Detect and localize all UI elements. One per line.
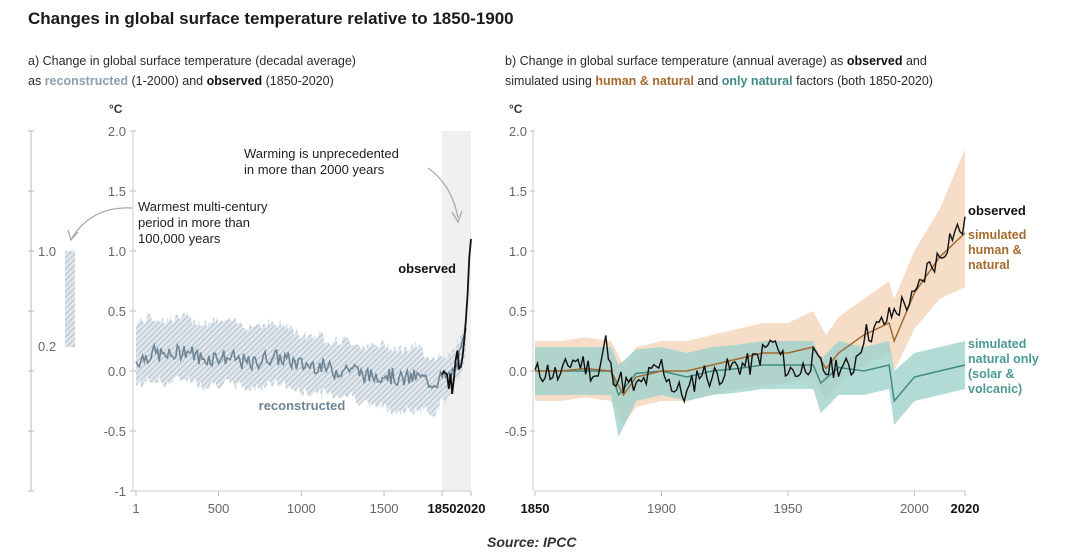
- natural-only-label-2: natural only: [968, 352, 1039, 366]
- annotation-unprecedented-2: in more than 2000 years: [244, 162, 385, 177]
- source-label: Source: IPCC: [487, 534, 577, 550]
- x-tick-label: 2020: [457, 501, 486, 516]
- annotation-arrow-unprecedented: [427, 167, 459, 219]
- x-tick-label: 1850: [521, 501, 550, 516]
- annotation-arrowhead-unprecedented: [451, 210, 463, 224]
- panel-b-sub2-mid: and: [694, 74, 722, 88]
- x-tick-label: 1850: [428, 501, 457, 516]
- observed-line: [534, 216, 966, 404]
- panel-b-sub-human: human & natural: [595, 74, 694, 88]
- panel-b-sub-pre: b) Change in global surface temperature …: [505, 54, 847, 68]
- y-tick-label: 2.0: [509, 124, 527, 139]
- reconstructed-label: reconstructed: [259, 398, 346, 413]
- annotation-warmest-1: Warmest multi-century: [138, 199, 268, 214]
- observed-label: observed: [968, 203, 1026, 218]
- observed-line: [441, 238, 472, 395]
- panel-a-sub-post: (1850-2020): [262, 74, 334, 88]
- annotation-unprecedented-1: Warming is unprecedented: [244, 146, 399, 161]
- panel-a-chart: 2.01.51.00.50.0-0.5-11 500 1000 1500 1850 202…: [67, 124, 486, 516]
- panel-b-sub2-pre: simulated using: [505, 74, 595, 88]
- x-tick-label: 1500: [370, 501, 399, 516]
- y-tick-label: 1.0: [108, 244, 126, 259]
- y-tick-label: 1.5: [509, 184, 527, 199]
- panel-b-sub-natural: only natural: [722, 74, 793, 88]
- side-bar-bottom-label: 0.2: [38, 339, 56, 354]
- natural-only-label-1: simulated: [968, 337, 1026, 351]
- warmest-period-bar: [65, 251, 75, 347]
- reconstructed-line: [135, 328, 467, 390]
- panel-a-sub-observed: observed: [207, 74, 263, 88]
- human-natural-label-3: natural: [968, 258, 1010, 272]
- side-bar-top-label: 1.0: [38, 244, 56, 259]
- panel-a-sub-mid: (1-2000) and: [128, 74, 207, 88]
- annotation-warmest-3: 100,000 years: [138, 231, 221, 246]
- human-natural-label-2: human &: [968, 243, 1021, 257]
- panel-a-subtitle-line2: as reconstructed (1-2000) and observed (…: [28, 74, 334, 88]
- panel-a-unit: °C: [109, 102, 123, 116]
- annotation-warmest-2: period in more than: [138, 215, 250, 230]
- annotation-arrow-warmest: [71, 207, 133, 239]
- panel-b-chart: 2.0 1.5 1.0 0.5 0.0 -0.5 1850 1900 1950 2000 2020 o…: [505, 124, 1039, 516]
- panel-a-sub-reconstructed: reconstructed: [45, 74, 128, 88]
- panel-b-sub-post: and: [902, 54, 926, 68]
- panel-b-sub-observed: observed: [847, 54, 903, 68]
- panel-b-subtitle-line1: b) Change in global surface temperature …: [505, 54, 927, 68]
- y-tick-label: 0.5: [108, 304, 126, 319]
- reconstructed-band: [136, 311, 467, 418]
- x-tick-label: 1950: [773, 501, 802, 516]
- panel-a-side-scale: 1.0 0.2: [28, 130, 75, 492]
- figure-title: Changes in global surface temperature re…: [28, 9, 514, 28]
- observed-label: observed: [398, 261, 456, 276]
- x-tick-label: 1000: [287, 501, 316, 516]
- natural-only-label-4: volcanic): [968, 382, 1022, 396]
- human-natural-line: [535, 232, 966, 397]
- human-natural-label-1: simulated: [968, 228, 1026, 242]
- x-tick-label: 1: [132, 501, 139, 516]
- x-tick-label: 500: [208, 501, 230, 516]
- y-tick-label: 2.0: [108, 124, 126, 139]
- y-tick-label: 1.5: [108, 184, 126, 199]
- y-tick-label: 0.0: [108, 364, 126, 379]
- y-tick-label: 1.0: [509, 244, 527, 259]
- panel-b-sub2-post: factors (both 1850-2020): [793, 74, 933, 88]
- x-tick-label: 2020: [951, 501, 980, 516]
- natural-only-band: [535, 341, 965, 437]
- x-tick-label: 1900: [647, 501, 676, 516]
- y-tick-label: -0.5: [104, 424, 126, 439]
- natural-only-label-3: (solar &: [968, 367, 1015, 381]
- panel-b-unit: °C: [509, 102, 523, 116]
- panel-a-sub-pre: as: [28, 74, 45, 88]
- panel-a-subtitle-line1: a) Change in global surface temperature …: [28, 54, 356, 68]
- y-tick-label: 0.0: [509, 364, 527, 379]
- y-tick-label: -1: [114, 484, 126, 499]
- panel-b-subtitle-line2: simulated using human & natural and only…: [505, 74, 933, 88]
- annotation-arrowhead-warmest: [67, 229, 79, 242]
- x-tick-label: 2000: [900, 501, 929, 516]
- y-tick-label: -0.5: [505, 424, 527, 439]
- y-tick-label: 0.5: [509, 304, 527, 319]
